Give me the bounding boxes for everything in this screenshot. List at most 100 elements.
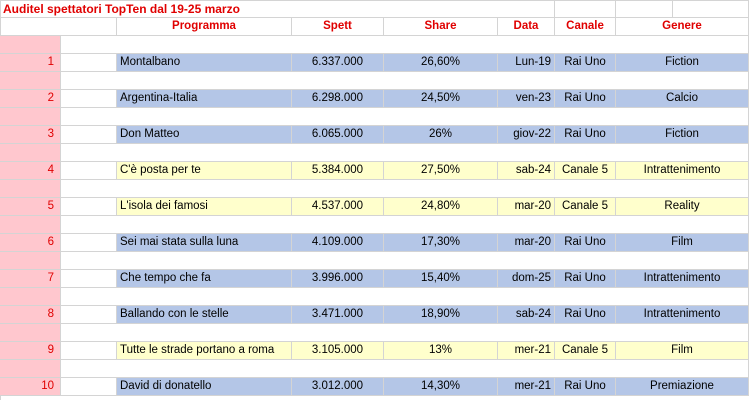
genere-cell[interactable]: Film: [616, 234, 749, 252]
header-genere[interactable]: Genere: [616, 18, 749, 36]
cell[interactable]: [498, 0, 555, 18]
rank-cell-spacer[interactable]: [0, 288, 61, 306]
empty-row[interactable]: [61, 72, 749, 90]
spett-cell[interactable]: 3.105.000: [292, 342, 384, 360]
rank-cell[interactable]: 5: [0, 198, 61, 216]
rank-cell[interactable]: 7: [0, 270, 61, 288]
header-canale[interactable]: Canale: [555, 18, 616, 36]
cell[interactable]: [61, 234, 117, 252]
canale-cell[interactable]: Rai Uno: [555, 126, 616, 144]
canale-cell[interactable]: Canale 5: [555, 342, 616, 360]
cell[interactable]: [61, 378, 117, 396]
genere-cell[interactable]: Premiazione: [616, 378, 749, 396]
rank-cell[interactable]: 6: [0, 234, 61, 252]
share-cell[interactable]: 18,90%: [384, 306, 498, 324]
canale-cell[interactable]: Canale 5: [555, 162, 616, 180]
share-cell[interactable]: 14,30%: [384, 378, 498, 396]
share-cell[interactable]: 15,40%: [384, 270, 498, 288]
share-cell[interactable]: 27,50%: [384, 162, 498, 180]
canale-cell[interactable]: Rai Uno: [555, 270, 616, 288]
programma-cell[interactable]: Argentina-Italia: [117, 90, 292, 108]
rank-cell-spacer[interactable]: [0, 108, 61, 126]
data-cell[interactable]: giov-22: [498, 126, 555, 144]
cell[interactable]: [61, 342, 117, 360]
empty-row[interactable]: [61, 252, 749, 270]
spett-cell[interactable]: 3.996.000: [292, 270, 384, 288]
rank-cell-spacer[interactable]: [0, 36, 61, 54]
rank-cell-spacer[interactable]: [0, 216, 61, 234]
data-cell[interactable]: ven-23: [498, 90, 555, 108]
spett-cell[interactable]: 4.537.000: [292, 198, 384, 216]
spett-cell[interactable]: 6.065.000: [292, 126, 384, 144]
canale-cell[interactable]: Rai Uno: [555, 90, 616, 108]
programma-cell[interactable]: David di donatello: [117, 378, 292, 396]
rank-cell[interactable]: 2: [0, 90, 61, 108]
share-cell[interactable]: 26%: [384, 126, 498, 144]
sheet-title[interactable]: Auditel spettatori TopTen dal 19-25 marz…: [0, 0, 498, 18]
empty-row[interactable]: [61, 108, 749, 126]
programma-cell[interactable]: Montalbano: [117, 54, 292, 72]
rank-cell-spacer[interactable]: [0, 360, 61, 378]
data-cell[interactable]: mar-20: [498, 234, 555, 252]
empty-row[interactable]: [61, 360, 749, 378]
genere-cell[interactable]: Intrattenimento: [616, 270, 749, 288]
empty-row[interactable]: [61, 144, 749, 162]
empty-row[interactable]: [61, 288, 749, 306]
programma-cell[interactable]: Don Matteo: [117, 126, 292, 144]
cell[interactable]: [61, 270, 117, 288]
rank-cell[interactable]: 8: [0, 306, 61, 324]
canale-cell[interactable]: Rai Uno: [555, 234, 616, 252]
empty-row[interactable]: [61, 36, 749, 54]
cell[interactable]: [61, 198, 117, 216]
canale-cell[interactable]: Rai Uno: [555, 378, 616, 396]
data-cell[interactable]: mar-20: [498, 198, 555, 216]
cell[interactable]: [61, 306, 117, 324]
rank-cell[interactable]: 1: [0, 54, 61, 72]
rank-cell[interactable]: 9: [0, 342, 61, 360]
spett-cell[interactable]: 3.012.000: [292, 378, 384, 396]
header-share[interactable]: Share: [384, 18, 498, 36]
share-cell[interactable]: 13%: [384, 342, 498, 360]
header-spett[interactable]: Spett: [292, 18, 384, 36]
empty-row[interactable]: [61, 216, 749, 234]
data-cell[interactable]: dom-25: [498, 270, 555, 288]
canale-cell[interactable]: Rai Uno: [555, 306, 616, 324]
empty-row[interactable]: [61, 324, 749, 342]
header-programma[interactable]: Programma: [117, 18, 292, 36]
rank-cell-spacer[interactable]: [0, 324, 61, 342]
data-cell[interactable]: mer-21: [498, 342, 555, 360]
spett-cell[interactable]: 6.337.000: [292, 54, 384, 72]
data-cell[interactable]: sab-24: [498, 306, 555, 324]
data-cell[interactable]: sab-24: [498, 162, 555, 180]
cell[interactable]: [616, 0, 673, 18]
spett-cell[interactable]: 3.471.000: [292, 306, 384, 324]
rank-cell-spacer[interactable]: [0, 180, 61, 198]
genere-cell[interactable]: Film: [616, 342, 749, 360]
rank-cell[interactable]: 3: [0, 126, 61, 144]
genere-cell[interactable]: Intrattenimento: [616, 162, 749, 180]
data-cell[interactable]: Lun-19: [498, 54, 555, 72]
genere-cell[interactable]: Intrattenimento: [616, 306, 749, 324]
genere-cell[interactable]: Fiction: [616, 126, 749, 144]
cell[interactable]: [61, 162, 117, 180]
share-cell[interactable]: 17,30%: [384, 234, 498, 252]
canale-cell[interactable]: Canale 5: [555, 198, 616, 216]
rank-cell-spacer[interactable]: [0, 72, 61, 90]
share-cell[interactable]: 24,50%: [384, 90, 498, 108]
rank-cell[interactable]: 10: [0, 378, 61, 396]
programma-cell[interactable]: Ballando con le stelle: [117, 306, 292, 324]
share-cell[interactable]: 24,80%: [384, 198, 498, 216]
empty-row[interactable]: [61, 180, 749, 198]
cell[interactable]: [673, 0, 749, 18]
share-cell[interactable]: 26,60%: [384, 54, 498, 72]
spett-cell[interactable]: 6.298.000: [292, 90, 384, 108]
programma-cell[interactable]: Sei mai stata sulla luna: [117, 234, 292, 252]
cell[interactable]: [61, 126, 117, 144]
programma-cell[interactable]: L'isola dei famosi: [117, 198, 292, 216]
header-data[interactable]: Data: [498, 18, 555, 36]
rank-cell-spacer[interactable]: [0, 144, 61, 162]
cell[interactable]: [61, 90, 117, 108]
rank-cell-spacer[interactable]: [0, 252, 61, 270]
cell[interactable]: [0, 18, 117, 36]
